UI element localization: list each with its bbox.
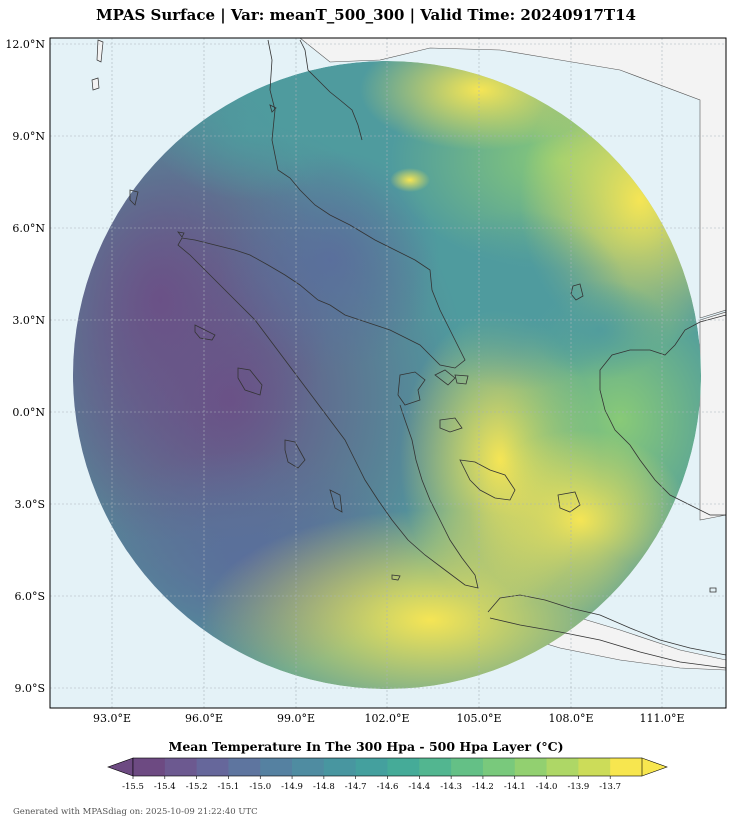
colorbar-tick-label: -14.3 — [440, 782, 462, 792]
colorbar-swatch — [323, 758, 357, 776]
lon-tick-label: 108.0°E — [548, 712, 593, 725]
colorbar-swatch — [610, 758, 643, 776]
colorbar-tick-label: -15.4 — [154, 782, 176, 792]
colorbar-frame — [132, 757, 643, 777]
colorbar-tick-label: -14.4 — [408, 782, 430, 792]
colorbar-swatch — [196, 758, 229, 776]
colorbar-swatch — [578, 758, 611, 776]
colorbar-swatch — [164, 758, 198, 776]
colorbar-swatch — [260, 758, 293, 776]
colorbar-extend-low — [107, 757, 134, 777]
lon-tick-label: 102.0°E — [364, 712, 409, 725]
colorbar-swatch — [355, 758, 388, 776]
lat-tick-label: 0.0°N — [12, 406, 45, 419]
colorbar-extend-high — [641, 757, 668, 777]
temperature-field — [73, 61, 701, 689]
lat-tick-label: 9.0°S — [14, 682, 45, 695]
map-title: MPAS Surface | Var: meanT_500_300 | Vali… — [96, 6, 636, 24]
footer-note: Generated with MPASdiag on: 2025-10-09 2… — [13, 807, 258, 817]
colorbar-tick-label: -14.6 — [377, 782, 399, 792]
colorbar-swatches — [107, 757, 668, 777]
map-frame — [49, 37, 727, 709]
colorbar-ticks: -15.5 -15.4 -15.2 -15.1 -15.0 -14.9 -14.8 -14.7… — [122, 776, 621, 792]
lat-tick-label: 6.0°N — [12, 222, 45, 235]
lat-tick-label: 6.0°S — [14, 590, 45, 603]
colorbar-swatch — [292, 758, 325, 776]
colorbar-tick-label: -14.9 — [281, 782, 303, 792]
colorbar-swatch — [546, 758, 579, 776]
colorbar-tick-label: -13.9 — [567, 782, 589, 792]
colorbar-swatch — [228, 758, 261, 776]
coastlines — [129, 39, 726, 669]
colorbar-tick-label: -13.7 — [599, 782, 621, 792]
colorbar-swatch — [451, 758, 484, 776]
colorbar-tick-label: -15.1 — [218, 782, 240, 792]
colorbar-swatch — [387, 758, 420, 776]
land-borneo-edge — [699, 311, 726, 521]
longitude-labels: 93.0°E 96.0°E 99.0°E 102.0°E 105.0°E 108… — [93, 712, 685, 725]
land-north — [299, 38, 726, 319]
colorbar-swatch — [133, 758, 166, 776]
colorbar-tick-label: -14.1 — [504, 782, 526, 792]
lat-tick-label: 3.0°S — [14, 498, 45, 511]
lon-tick-label: 111.0°E — [639, 712, 684, 725]
lat-tick-label: 3.0°N — [12, 314, 45, 327]
lat-tick-label: 12.0°N — [5, 38, 45, 51]
colorbar-tick-label: -15.2 — [186, 782, 208, 792]
gridlines — [50, 38, 726, 708]
map-plot[interactable]: 12.0°N 9.0°N 6.0°N 3.0°N 0.0°N 3.0°S 6.0… — [0, 0, 732, 736]
lon-tick-label: 96.0°E — [185, 712, 223, 725]
lon-tick-label: 99.0°E — [277, 712, 315, 725]
lat-tick-label: 9.0°N — [12, 130, 45, 143]
colorbar-title: Mean Temperature In The 300 Hpa - 500 Hp… — [168, 739, 564, 754]
colorbar-tick-label: -14.2 — [472, 782, 494, 792]
colorbar-tick-label: -14.7 — [345, 782, 367, 792]
colorbar-tick-label: -15.5 — [122, 782, 144, 792]
latitude-labels: 12.0°N 9.0°N 6.0°N 3.0°N 0.0°N 3.0°S 6.0… — [5, 38, 45, 695]
colorbar-swatch — [482, 758, 516, 776]
colorbar-tick-label: -14.0 — [536, 782, 558, 792]
colorbar-swatch — [514, 758, 548, 776]
colorbar-swatch — [419, 758, 452, 776]
colorbar-tick-label: -15.0 — [249, 782, 271, 792]
lon-tick-label: 105.0°E — [456, 712, 501, 725]
colorbar-tick-label: -14.8 — [313, 782, 335, 792]
lon-tick-label: 93.0°E — [93, 712, 131, 725]
